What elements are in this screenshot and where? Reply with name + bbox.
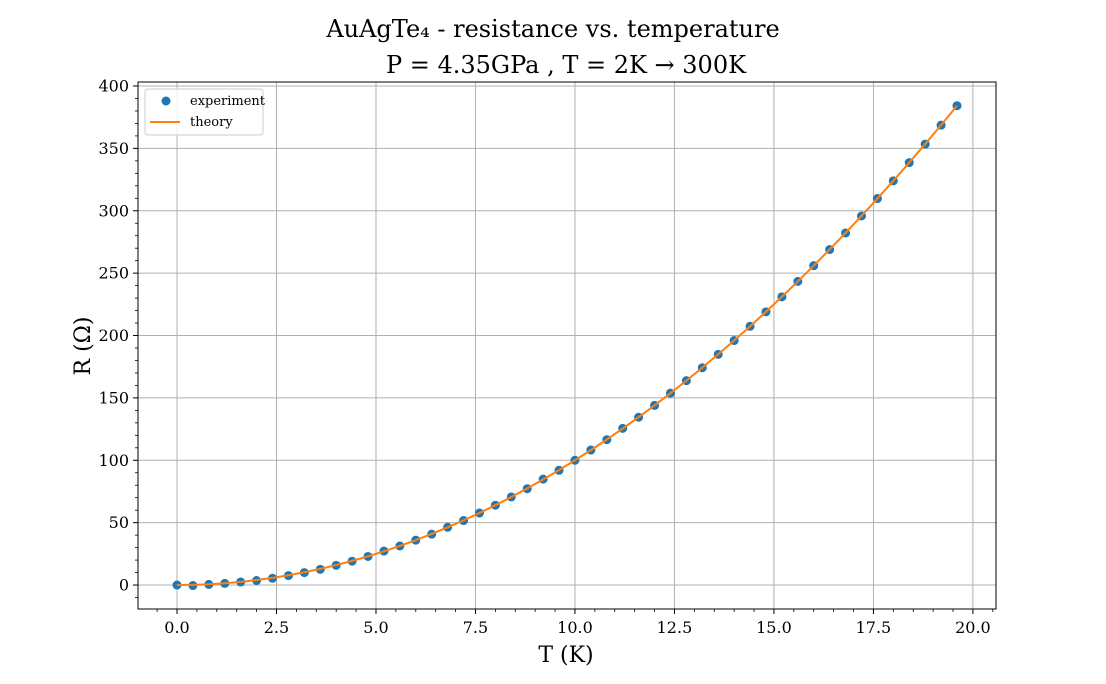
y-tick-label: 250 bbox=[98, 264, 129, 283]
axes-frame bbox=[137, 81, 997, 610]
x-tick-label: 20.0 bbox=[955, 618, 991, 637]
y-tick-label: 0 bbox=[119, 576, 129, 595]
legend-frame bbox=[144, 88, 264, 136]
y-tick-label: 100 bbox=[98, 451, 129, 470]
x-tick-label: 17.5 bbox=[856, 618, 892, 637]
y-tick-label: 400 bbox=[98, 76, 129, 95]
x-tick-label: 5.0 bbox=[363, 618, 388, 637]
legend-marker-experiment bbox=[161, 96, 171, 106]
x-tick-label: 7.5 bbox=[463, 618, 488, 637]
y-tick-label: 150 bbox=[98, 388, 129, 407]
y-tick-label: 200 bbox=[98, 326, 129, 345]
chart-title-line-1: AuAgTe₄ - resistance vs. temperature bbox=[325, 15, 779, 43]
y-tick-label: 350 bbox=[98, 139, 129, 158]
theory-line bbox=[176, 105, 958, 587]
legend-label-experiment: experiment bbox=[190, 94, 266, 109]
ticks: 0.0 2.5 5.0 7.5 10.0 12.5 15.0 17.5 20.0 0 50 100 15… bbox=[98, 76, 994, 637]
y-axis-label: R (Ω) bbox=[71, 317, 96, 376]
x-axis-label: T (K) bbox=[538, 643, 593, 668]
x-tick-label: 12.5 bbox=[657, 618, 693, 637]
y-tick-label: 50 bbox=[109, 513, 129, 532]
y-tick-label: 300 bbox=[98, 201, 129, 220]
x-tick-label: 15.0 bbox=[756, 618, 792, 637]
grid bbox=[138, 82, 996, 609]
x-tick-label: 2.5 bbox=[264, 618, 289, 637]
x-tick-label: 0.0 bbox=[164, 618, 189, 637]
legend-label-theory: theory bbox=[190, 115, 233, 130]
plot-area bbox=[172, 101, 962, 591]
legend: experiment theory bbox=[144, 88, 266, 136]
x-tick-label: 10.0 bbox=[557, 618, 593, 637]
chart-title-line-2: P = 4.35GPa , T = 2K → 300K bbox=[386, 51, 747, 79]
